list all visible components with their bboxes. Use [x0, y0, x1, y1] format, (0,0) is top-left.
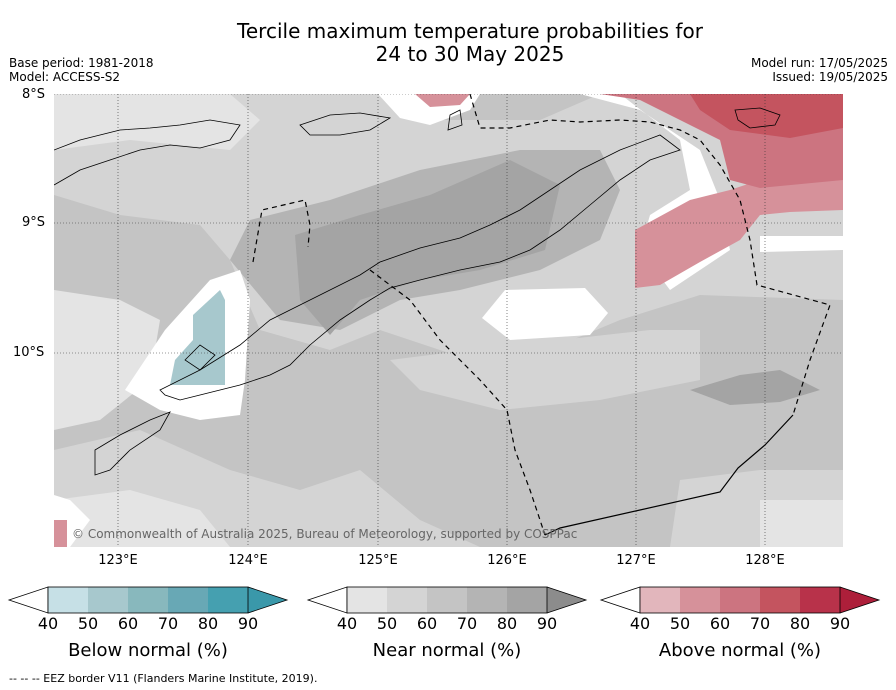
model-name: Model: ACCESS-S2	[9, 70, 121, 84]
near-normal-50-mid	[390, 330, 700, 410]
tick: 80	[197, 614, 219, 633]
semau-coastline	[184, 344, 216, 371]
eez-border-solid	[544, 414, 794, 536]
tick: 40	[37, 614, 59, 633]
flores-coastline	[54, 119, 241, 186]
above-normal-50-sw	[54, 520, 67, 547]
tick: 50	[77, 614, 99, 633]
eez-footnote: -- -- -- EEZ border V11 (Flanders Marine…	[9, 672, 318, 685]
tick: 80	[496, 614, 518, 633]
above-normal-70-region	[690, 94, 843, 138]
lat-label-9s: 9°S	[22, 215, 46, 230]
title-line-1: Tercile maximum temperature probabilitie…	[237, 19, 703, 43]
lon-label-126e: 126°E	[487, 553, 527, 568]
eez-border	[252, 94, 831, 536]
colorbar-below-bin-50	[88, 587, 128, 613]
lat-label-8s: 8°S	[22, 87, 46, 102]
colorbar-above-bin-60	[720, 587, 760, 613]
base-period: Base period: 1981-2018	[9, 56, 154, 70]
colorbar-near-label: Near normal (%)	[372, 640, 522, 661]
colorbar-above-bin-80	[800, 587, 840, 613]
colorbar-near-over-arrow	[547, 587, 586, 613]
colorbar-near-bin-80	[507, 587, 547, 613]
above-normal-50-region	[635, 170, 843, 288]
issued-date: Issued: 19/05/2025	[772, 70, 888, 84]
tick: 60	[117, 614, 139, 633]
near-normal-40-se	[760, 500, 843, 547]
meta-left: Base period: 1981-2018 Model: ACCESS-S2	[9, 56, 154, 84]
colorbar-near-bin-70	[467, 587, 507, 613]
tick: 70	[157, 614, 179, 633]
colorbar-below-bin-40	[48, 587, 88, 613]
below-normal-50-region	[170, 290, 225, 385]
lat-label-10s: 10°S	[13, 345, 45, 360]
no-signal-gap-center	[482, 288, 608, 340]
colorbar-above-bin-40	[640, 587, 680, 613]
near-normal-80-east	[690, 370, 820, 405]
near-normal-80-region	[295, 160, 560, 335]
map-title: Tercile maximum temperature probabilitie…	[0, 20, 896, 66]
tick: 40	[629, 614, 651, 633]
colorbar-above-bin-50	[680, 587, 720, 613]
tick: 90	[536, 614, 558, 633]
colorbar-below-bin-70	[168, 587, 208, 613]
tick: 80	[789, 614, 811, 633]
coastlines	[54, 107, 781, 476]
colorbar-near-under-arrow	[306, 586, 348, 614]
colorbar-below-bin-80	[208, 587, 248, 613]
no-signal-gap-east-strip	[760, 236, 843, 252]
colorbar-below-label: Below normal (%)	[68, 640, 228, 661]
colorbar-below-over-arrow	[248, 587, 287, 613]
colorbar-above-under-arrow	[599, 586, 641, 614]
colorbar-above-bin-70	[760, 587, 800, 613]
near-normal-40-sw	[54, 290, 160, 430]
tick: 90	[237, 614, 259, 633]
colorbar-below-bin-60	[128, 587, 168, 613]
lon-label-125e: 125°E	[358, 553, 398, 568]
tick: 70	[749, 614, 771, 633]
lon-label-128e: 128°E	[745, 553, 785, 568]
lon-label-124e: 124°E	[228, 553, 268, 568]
colorbar-above	[599, 586, 881, 614]
tick: 60	[709, 614, 731, 633]
tick: 90	[829, 614, 851, 633]
model-run: Model run: 17/05/2025	[750, 56, 888, 70]
copyright-notice: © Commonwealth of Australia 2025, Bureau…	[72, 527, 578, 541]
wetar-coastline	[734, 107, 781, 129]
colorbar-above-over-arrow	[840, 587, 879, 613]
tick: 50	[669, 614, 691, 633]
tick: 50	[376, 614, 398, 633]
rote-coastline	[94, 411, 171, 476]
colorbar-near	[306, 586, 588, 614]
tick: 60	[416, 614, 438, 633]
colorbar-near-bin-60	[427, 587, 467, 613]
near-normal-40-south	[54, 490, 230, 547]
title-line-2: 24 to 30 May 2025	[375, 42, 565, 66]
tick: 70	[456, 614, 478, 633]
above-normal-50-north	[415, 94, 470, 107]
colorbar-near-bin-50	[387, 587, 427, 613]
timor-coastline	[159, 134, 681, 401]
colorbar-below-under-arrow	[7, 586, 49, 614]
colorbar-above-label: Above normal (%)	[658, 640, 822, 661]
meta-right: Model run: 17/05/2025 Issued: 19/05/2025	[751, 56, 888, 84]
alor-coastline	[299, 112, 392, 136]
lon-label-123e: 123°E	[98, 553, 138, 568]
colorbar-below	[7, 586, 289, 614]
colorbar-near-bin-40	[347, 587, 387, 613]
north-island-coastline	[447, 109, 463, 131]
tick: 40	[336, 614, 358, 633]
near-normal-40-region	[54, 94, 260, 150]
lon-label-127e: 127°E	[616, 553, 656, 568]
